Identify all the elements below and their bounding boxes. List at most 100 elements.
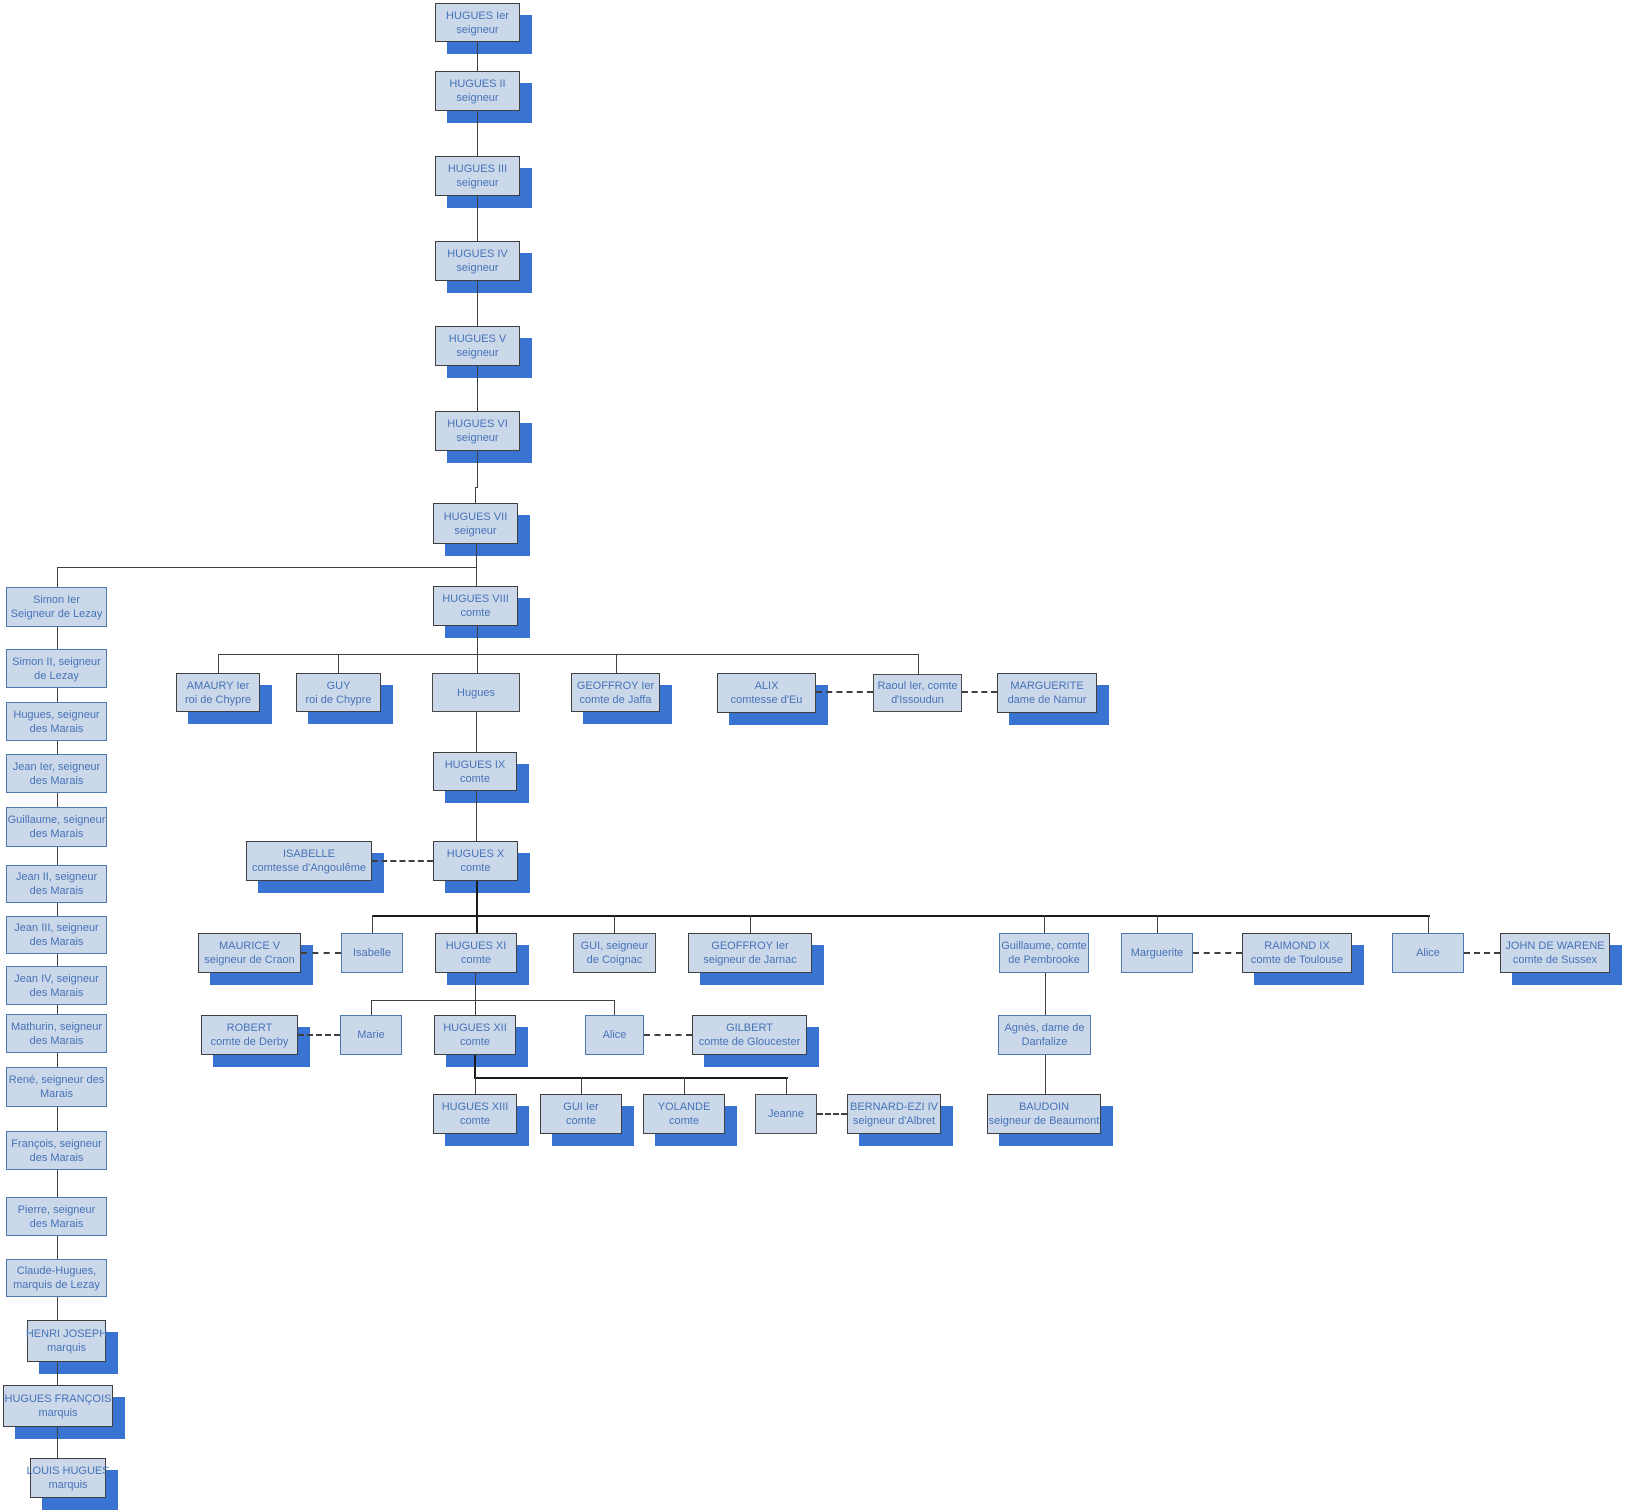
node-hugues-1[interactable]: HUGUES Ier seigneur bbox=[435, 3, 520, 42]
node-maurice-craon[interactable]: MAURICE V seigneur de Craon bbox=[198, 933, 301, 973]
connector-descent-line bbox=[474, 1055, 476, 1077]
connector-descent-line bbox=[475, 1000, 476, 1015]
node-label: GUI, seigneur bbox=[580, 940, 649, 952]
node-agnes-danfalize[interactable]: Agnès, dame de Danfalize bbox=[998, 1015, 1091, 1055]
node-bernard-ezi[interactable]: BERNARD-EZI IV seigneur d'Albret bbox=[847, 1094, 941, 1134]
node-jean-2[interactable]: Jean II, seigneur des Marais bbox=[6, 865, 107, 903]
node-yolande[interactable]: YOLANDE comte bbox=[643, 1094, 725, 1134]
connector-descent-line bbox=[1045, 973, 1046, 1015]
node-gui-coignac[interactable]: GUI, seigneur de Coignac bbox=[573, 933, 656, 973]
connector-descent-line bbox=[476, 791, 477, 841]
node-geoffroy-jaffa[interactable]: GEOFFROY Ier comte de Jaffa bbox=[571, 673, 660, 712]
node-hugues-marais[interactable]: Hugues, seigneur des Marais bbox=[6, 702, 107, 741]
node-label: Jean III, seigneur bbox=[14, 922, 99, 934]
node-guillaume-marais[interactable]: Guillaume, seigneur des Marais bbox=[6, 807, 107, 847]
node-hugues-13[interactable]: HUGUES XIII comte bbox=[433, 1094, 517, 1134]
connector-descent-line bbox=[57, 1107, 58, 1131]
node-hugues-9[interactable]: HUGUES IX comte bbox=[433, 752, 517, 791]
node-label: MAURICE V bbox=[218, 940, 281, 952]
node-jean-3[interactable]: Jean III, seigneur des Marais bbox=[6, 916, 107, 954]
connector-dashed-marriage-line bbox=[817, 1113, 847, 1115]
node-isabelle-angouleme[interactable]: ISABELLE comtesse d'Angoulême bbox=[246, 841, 372, 881]
node-robert-derby[interactable]: ROBERT comte de Derby bbox=[201, 1015, 298, 1055]
node-hugues-10[interactable]: HUGUES X comte bbox=[433, 841, 518, 881]
node-label: HUGUES II bbox=[449, 78, 506, 90]
node-guy-chypre[interactable]: GUY roi de Chypre bbox=[296, 673, 381, 712]
node-label: René, seigneur des bbox=[8, 1074, 105, 1086]
node-label: comte bbox=[460, 607, 491, 619]
connector-descent-line bbox=[786, 1077, 787, 1094]
node-label: AMAURY Ier bbox=[186, 679, 250, 692]
node-marguerite[interactable]: Marguerite bbox=[1121, 933, 1193, 973]
node-label: comte de Derby bbox=[210, 1036, 289, 1048]
node-label: HUGUES VI bbox=[447, 418, 508, 430]
node-label: Guillaume, comte bbox=[1001, 940, 1087, 952]
node-label: des Marais bbox=[29, 774, 84, 787]
node-label: des Marais bbox=[29, 986, 84, 999]
node-geoffroy-jarnac[interactable]: GEOFFROY Ier seigneur de Jarnac bbox=[688, 933, 812, 973]
node-jeanne[interactable]: Jeanne bbox=[755, 1094, 817, 1134]
node-henri-joseph[interactable]: HENRI JOSEPH marquis bbox=[26, 1320, 107, 1362]
node-gui-1er[interactable]: GUI Ier comte bbox=[540, 1094, 622, 1134]
node-label: RAIMOND IX bbox=[1264, 940, 1330, 952]
connector-descent-line bbox=[476, 712, 477, 752]
node-jean-4[interactable]: Jean IV, seigneur des Marais bbox=[6, 966, 107, 1005]
connector-descent-line bbox=[57, 1005, 58, 1014]
node-marie[interactable]: Marie bbox=[340, 1015, 402, 1055]
node-louis-hugues[interactable]: LOUIS HUGUES marquis bbox=[26, 1458, 110, 1498]
connector-descent-line bbox=[474, 1077, 788, 1079]
node-label: GUI Ier bbox=[563, 1101, 599, 1113]
node-alix-eu[interactable]: ALIX comtesse d'Eu bbox=[717, 673, 816, 713]
node-jean-1er[interactable]: Jean Ier, seigneur des Marais bbox=[6, 754, 107, 793]
connector-descent-line bbox=[475, 487, 476, 503]
node-label: seigneur bbox=[456, 23, 499, 36]
node-hugues-8[interactable]: HUGUES VIII comte bbox=[433, 586, 518, 626]
node-hugues-7[interactable]: HUGUES VII seigneur bbox=[433, 503, 518, 544]
node-baudoin-beaumont[interactable]: BAUDOIN seigneur de Beaumont bbox=[987, 1094, 1101, 1134]
node-label: comte bbox=[566, 1115, 596, 1127]
node-hugues-5[interactable]: HUGUES V seigneur bbox=[435, 326, 520, 366]
node-hugues-6[interactable]: HUGUES VI seigneur bbox=[435, 411, 520, 451]
node-hugues-3[interactable]: HUGUES III seigneur bbox=[435, 156, 520, 196]
node-simon-2[interactable]: Simon II, seigneur de Lezay bbox=[6, 649, 107, 688]
node-hugues-francois[interactable]: HUGUES FRANÇOIS marquis bbox=[3, 1385, 113, 1427]
node-pierre-marais[interactable]: Pierre, seigneur des Marais bbox=[6, 1197, 107, 1236]
node-label: HUGUES Ier bbox=[446, 9, 509, 22]
node-label: Pierre, seigneur bbox=[17, 1203, 96, 1216]
node-isabelle[interactable]: Isabelle bbox=[341, 933, 403, 973]
node-hugues-2[interactable]: HUGUES II seigneur bbox=[435, 71, 520, 111]
node-alice[interactable]: Alice bbox=[1392, 933, 1464, 973]
node-label: Danfalize bbox=[1021, 1036, 1068, 1048]
node-amaury-1er[interactable]: AMAURY Ier roi de Chypre bbox=[176, 673, 260, 712]
node-raimond-toulouse[interactable]: RAIMOND IX comte de Toulouse bbox=[1242, 933, 1352, 973]
node-label: Hugues, seigneur bbox=[13, 708, 100, 721]
node-label: GEOFFROY Ier bbox=[576, 679, 655, 692]
node-alice-2[interactable]: Alice bbox=[585, 1015, 644, 1055]
node-label: Agnès, dame de bbox=[1004, 1022, 1085, 1034]
node-hugues[interactable]: Hugues bbox=[432, 673, 520, 712]
node-label: Seigneur de Lezay bbox=[10, 608, 103, 620]
node-guillaume-pembrooke[interactable]: Guillaume, comte de Pembrooke bbox=[999, 933, 1089, 973]
node-label: des Marais bbox=[29, 885, 84, 897]
node-claude-hugues[interactable]: Claude-Hugues, marquis de Lezay bbox=[6, 1259, 107, 1297]
node-mathurin-marais[interactable]: Mathurin, seigneur des Marais bbox=[6, 1014, 107, 1053]
node-label: Jeanne bbox=[767, 1108, 805, 1120]
node-rene-marais[interactable]: René, seigneur des Marais bbox=[6, 1067, 107, 1107]
connector-dashed-marriage-line bbox=[298, 1034, 340, 1036]
node-label: comte de Toulouse bbox=[1250, 954, 1344, 966]
connector-descent-line bbox=[371, 1000, 372, 1015]
node-john-de-warene[interactable]: JOHN DE WARENE comte de Sussex bbox=[1500, 933, 1610, 973]
node-label: HUGUES X bbox=[446, 848, 505, 860]
connector-descent-line bbox=[477, 196, 478, 241]
node-raoul-issoudun[interactable]: Raoul Ier, comte d'Issoudun bbox=[873, 674, 962, 712]
node-simon-1er[interactable]: Simon Ier Seigneur de Lezay bbox=[6, 587, 107, 627]
node-label: de Coignac bbox=[586, 954, 643, 966]
node-hugues-12[interactable]: HUGUES XII comte bbox=[434, 1015, 516, 1055]
node-label: comte bbox=[460, 1036, 490, 1048]
node-hugues-4[interactable]: HUGUES IV seigneur bbox=[435, 241, 520, 281]
node-gilbert-gloucester[interactable]: GILBERT comte de Gloucester bbox=[692, 1015, 807, 1055]
node-label: roi de Chypre bbox=[184, 693, 252, 706]
node-francois-marais[interactable]: François, seigneur des Marais bbox=[6, 1131, 107, 1170]
node-marguerite-namur[interactable]: MARGUERITE dame de Namur bbox=[997, 673, 1097, 713]
node-hugues-11[interactable]: HUGUES XI comte bbox=[435, 933, 517, 973]
